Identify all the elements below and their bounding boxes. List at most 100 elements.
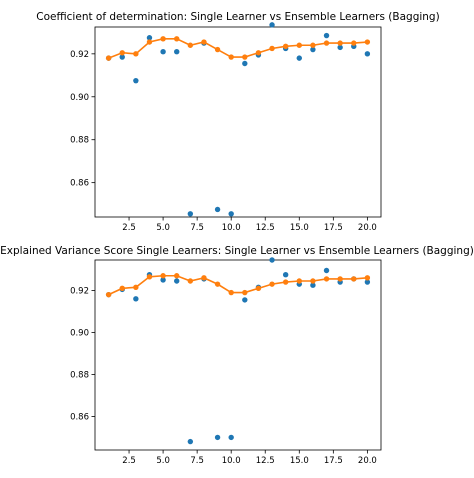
line-marker <box>242 289 248 296</box>
scatter-point <box>119 54 125 60</box>
line-marker <box>337 276 343 282</box>
scatter-point <box>228 211 234 217</box>
line-marker <box>323 40 330 46</box>
scatter-point <box>242 60 248 67</box>
line-marker <box>364 39 371 45</box>
line-marker <box>296 42 302 48</box>
line-marker <box>187 42 194 48</box>
axes-frame <box>94 26 382 218</box>
line-marker <box>105 55 112 61</box>
scatter-point <box>337 44 343 51</box>
chart-title: Explained Variance Score Single Learners… <box>0 245 474 257</box>
line-marker <box>282 279 289 285</box>
line-marker <box>146 39 153 45</box>
line-marker <box>187 278 194 284</box>
line-marker <box>310 42 316 48</box>
line-marker <box>364 275 371 281</box>
scatter-point <box>269 257 275 263</box>
line-marker <box>201 275 207 281</box>
y-tick-label: 0.88 <box>70 136 89 146</box>
scatter-point <box>187 211 194 217</box>
scatter-point <box>160 48 166 55</box>
line-marker <box>255 50 262 56</box>
scatter-point <box>323 267 330 274</box>
scatter-point <box>214 434 221 441</box>
y-tick-label: 0.86 <box>70 179 89 189</box>
line-marker <box>119 285 125 292</box>
scatter-point <box>364 51 371 57</box>
line-marker <box>310 278 316 284</box>
y-tick-label: 0.92 <box>70 50 89 60</box>
scatter-point <box>146 35 153 41</box>
line-marker <box>146 274 153 280</box>
line-marker <box>174 273 180 279</box>
x-tick-label: 2.5 <box>122 223 136 233</box>
axes-frame <box>94 259 382 451</box>
y-tick-label: 0.90 <box>70 93 89 103</box>
line-marker <box>214 281 221 287</box>
scatter-point <box>133 77 139 84</box>
line-marker <box>269 281 275 287</box>
x-tick-label: 12.5 <box>256 223 275 233</box>
x-tick-label: 10.0 <box>222 456 241 466</box>
scatter-point <box>174 278 180 284</box>
line-marker <box>160 36 166 42</box>
scatter-point <box>282 271 289 278</box>
y-tick-label: 0.86 <box>70 412 89 422</box>
x-tick-label: 20.0 <box>358 456 377 466</box>
scatter-point <box>269 22 275 28</box>
x-tick-label: 17.5 <box>324 223 343 233</box>
y-tick-label: 0.90 <box>70 328 89 338</box>
x-tick-label: 10.0 <box>222 223 241 233</box>
x-tick-label: 7.5 <box>190 456 204 466</box>
x-tick-label: 7.5 <box>190 223 204 233</box>
scatter-point <box>242 297 248 303</box>
scatter-point <box>187 438 194 445</box>
line-marker <box>296 278 302 284</box>
line-marker <box>242 54 248 60</box>
line-marker <box>160 273 166 279</box>
y-tick-label: 0.92 <box>70 286 89 296</box>
x-tick-label: 15.0 <box>290 223 309 233</box>
line-marker <box>119 50 125 56</box>
x-tick-label: 17.5 <box>324 456 343 466</box>
scatter-point <box>310 46 316 53</box>
x-tick-label: 20.0 <box>358 223 377 233</box>
line-marker <box>351 40 357 46</box>
line-marker <box>351 276 357 282</box>
x-tick-label: 15.0 <box>290 456 309 466</box>
line-marker <box>201 39 207 45</box>
line-marker <box>323 276 330 282</box>
chart-panel-2: Explained Variance Score Single Learners… <box>0 245 474 466</box>
scatter-point <box>214 206 221 213</box>
x-tick-label: 12.5 <box>256 456 275 466</box>
chart-panel-1: Coefficient of determination: Single Lea… <box>36 11 439 233</box>
line-marker <box>337 40 343 46</box>
scatter-point <box>228 434 234 441</box>
line-marker <box>214 46 221 53</box>
line-marker <box>133 284 139 290</box>
scatter-point <box>133 296 139 302</box>
scatter-point <box>174 48 180 55</box>
scatter-point <box>323 32 330 39</box>
line-marker <box>228 54 234 60</box>
y-tick-label: 0.88 <box>70 370 89 380</box>
line-marker <box>269 45 275 52</box>
plot-area: 2.5 5.0 7.5 10.0 12.5 15.0 17.5 20.0 0.86 0.88 0.9… <box>70 257 382 466</box>
scatter-point <box>310 282 316 288</box>
x-tick-label: 5.0 <box>156 223 170 233</box>
plot-area: 2.5 5.0 7.5 10.0 12.5 15.0 17.5 20.0 0.86 0.88 0.9… <box>70 22 382 233</box>
scatter-point <box>160 277 166 283</box>
line-marker <box>282 43 289 50</box>
line-marker <box>133 51 139 57</box>
line-marker <box>228 289 234 296</box>
x-tick-label: 5.0 <box>156 456 170 466</box>
scatter-point <box>364 279 371 285</box>
scatter-point <box>296 55 302 61</box>
x-tick-label: 2.5 <box>122 456 136 466</box>
line-marker <box>174 36 180 42</box>
line-marker <box>255 285 262 292</box>
chart-title: Coefficient of determination: Single Lea… <box>36 11 439 23</box>
line-marker <box>105 291 112 298</box>
